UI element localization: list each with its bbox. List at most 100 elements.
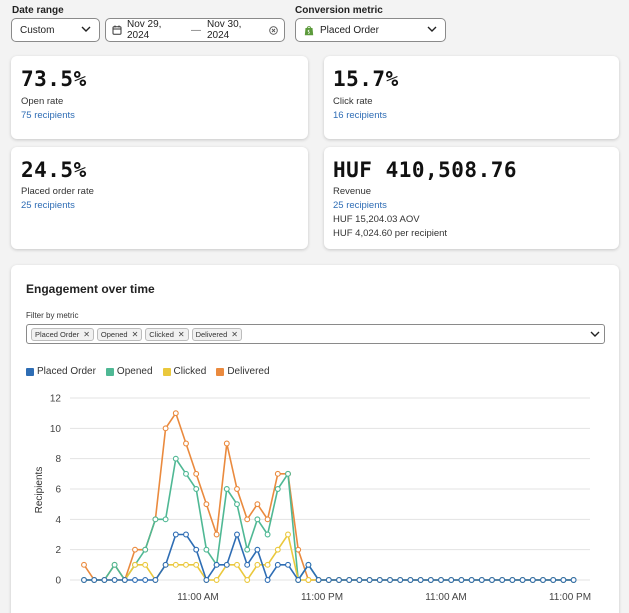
- data-point: [223, 561, 230, 568]
- legend-item[interactable]: Clicked: [162, 366, 207, 377]
- revenue-aov: HUF 15,204.03 AOV: [333, 214, 420, 225]
- data-point: [91, 577, 98, 583]
- series-line: [84, 532, 574, 582]
- y-tick-label: 2: [55, 545, 61, 556]
- data-point: [244, 577, 251, 583]
- data-point: [295, 546, 302, 553]
- data-point: [203, 501, 210, 508]
- data-point: [244, 561, 251, 568]
- data-point: [366, 577, 373, 583]
- data-point: [183, 531, 189, 538]
- remove-icon[interactable]: ✕: [131, 329, 139, 339]
- data-point: [254, 546, 261, 553]
- data-point: [285, 561, 291, 568]
- y-tick-label: 10: [50, 424, 62, 435]
- data-point: [172, 455, 179, 462]
- data-point: [213, 577, 220, 583]
- data-point: [305, 577, 312, 583]
- legend-item[interactable]: Delivered: [216, 366, 270, 377]
- shopify-bag-icon: [304, 25, 314, 36]
- data-point: [274, 470, 281, 477]
- data-point: [81, 561, 87, 568]
- data-point: [193, 470, 200, 477]
- data-point: [111, 577, 118, 583]
- data-point: [234, 561, 240, 568]
- remove-icon[interactable]: ✕: [177, 329, 185, 339]
- y-tick-label: 0: [55, 576, 61, 587]
- data-point: [203, 546, 210, 553]
- legend-swatch: [26, 367, 34, 376]
- data-point: [254, 561, 261, 568]
- legend-label: Clicked: [173, 366, 207, 377]
- data-point: [274, 561, 281, 568]
- x-tick-label: 11:00 AM: [425, 592, 467, 603]
- chip-placed-order[interactable]: Placed Order ✕: [31, 327, 94, 341]
- engagement-title: Engagement over time: [26, 282, 155, 296]
- chevron-down-icon: [81, 25, 91, 36]
- data-point: [264, 561, 271, 568]
- chip-clicked[interactable]: Clicked ✕: [145, 327, 189, 341]
- legend-item[interactable]: Opened: [105, 366, 153, 377]
- placed-order-rate-value: 24.5%: [21, 158, 87, 182]
- data-point: [315, 577, 322, 583]
- data-point: [142, 546, 149, 553]
- data-point: [478, 577, 485, 583]
- data-point: [274, 486, 281, 492]
- legend-swatch: [216, 367, 225, 376]
- series-line: [83, 411, 574, 582]
- metric-filter-input[interactable]: Placed Order ✕ Opened ✕ Clicked ✕ Delivered…: [26, 324, 605, 344]
- data-point: [295, 577, 302, 583]
- data-point: [183, 440, 189, 447]
- data-point: [132, 546, 138, 553]
- data-point: [111, 561, 118, 568]
- date-range-picker[interactable]: Nov 29, 2024 — Nov 30, 2024: [105, 18, 285, 42]
- chip-delivered[interactable]: Delivered ✕: [191, 327, 242, 341]
- data-point: [162, 425, 169, 432]
- clear-icon[interactable]: [269, 25, 278, 35]
- y-axis-label: Recipients: [34, 467, 45, 514]
- data-point: [509, 577, 516, 583]
- data-point: [152, 577, 159, 583]
- open-rate-recipients-link[interactable]: 75 recipients: [21, 110, 75, 121]
- data-point: [172, 531, 179, 538]
- data-point: [458, 577, 465, 583]
- data-point: [540, 577, 546, 583]
- legend-label: Opened: [116, 366, 153, 377]
- data-point: [142, 561, 149, 568]
- click-rate-recipients-link[interactable]: 16 recipients: [333, 110, 387, 121]
- data-point: [376, 577, 383, 583]
- remove-icon[interactable]: ✕: [231, 329, 238, 339]
- data-point: [274, 546, 281, 553]
- data-point: [519, 577, 526, 583]
- legend-item[interactable]: Placed Order: [26, 366, 96, 377]
- chip-opened[interactable]: Opened ✕: [96, 327, 143, 341]
- data-point: [254, 516, 261, 523]
- data-point: [346, 577, 353, 583]
- date-preset-value: Custom: [20, 24, 55, 36]
- date-preset-select[interactable]: Custom: [11, 18, 100, 42]
- x-tick-label: 11:00 PM: [301, 592, 343, 603]
- chevron-down-icon[interactable]: [590, 331, 600, 338]
- y-tick-label: 8: [55, 454, 61, 465]
- placed-order-recipients-link[interactable]: 25 recipients: [21, 200, 75, 211]
- data-point: [397, 577, 404, 583]
- remove-icon[interactable]: ✕: [83, 329, 90, 339]
- data-point: [234, 531, 240, 538]
- placed-order-rate-card: 24.5% Placed order rate 25 recipients: [11, 147, 308, 249]
- data-point: [285, 470, 291, 477]
- data-point: [305, 561, 312, 568]
- conversion-metric-select[interactable]: Placed Order: [295, 18, 446, 42]
- data-point: [489, 577, 495, 583]
- placed-order-rate-label: Placed order rate: [21, 186, 94, 197]
- data-point: [285, 531, 291, 538]
- x-tick-label: 11:00 AM: [177, 592, 219, 603]
- revenue-recipients-link[interactable]: 25 recipients: [333, 200, 387, 211]
- end-date-field[interactable]: Nov 30, 2024: [207, 19, 242, 41]
- chip-label: Clicked: [149, 329, 174, 339]
- filter-by-metric-label: Filter by metric: [26, 311, 79, 320]
- data-point: [81, 577, 87, 583]
- data-point: [172, 410, 179, 417]
- start-date-field[interactable]: Nov 29, 2024: [127, 19, 162, 41]
- data-point: [213, 531, 220, 538]
- y-tick-label: 6: [55, 485, 61, 496]
